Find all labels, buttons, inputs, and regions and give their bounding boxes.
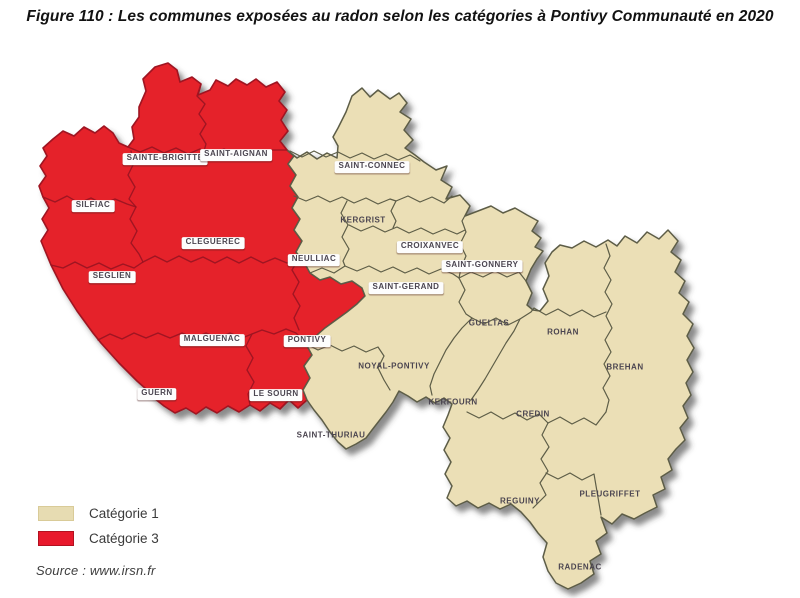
- commune-label-silfiac: SILFIAC: [71, 200, 115, 212]
- legend-label-categorie-3: Catégorie 3: [89, 530, 159, 546]
- commune-label-neulliac: NEULLIAC: [287, 254, 341, 266]
- legend-item-categorie-3: Catégorie 3: [38, 530, 159, 546]
- commune-label-cleguerec: CLEGUEREC: [181, 237, 245, 249]
- commune-label-kergrist: KERGRIST: [340, 215, 386, 225]
- legend-swatch-categorie-1: [38, 505, 74, 521]
- commune-label-saint-thuriau: SAINT-THURIAU: [296, 430, 366, 440]
- commune-label-brehan: BREHAN: [606, 362, 644, 372]
- commune-label-rohan: ROHAN: [547, 327, 579, 337]
- figure-title: Figure 110 : Les communes exposées au ra…: [26, 8, 774, 25]
- commune-label-croixanvec: CROIXANVEC: [396, 241, 464, 253]
- commune-label-guern: GUERN: [137, 388, 177, 400]
- radon-map: SAINTE-BRIGITTE SAINT-AIGNAN SILFIAC CLE…: [0, 38, 800, 598]
- legend-label-categorie-1: Catégorie 1: [89, 505, 159, 521]
- commune-label-noyal-pontivy: NOYAL-PONTIVY: [358, 361, 430, 371]
- commune-label-seglien: SEGLIEN: [88, 271, 136, 283]
- commune-label-gueltas: GUELTAS: [468, 318, 510, 328]
- category1-region: [286, 87, 695, 590]
- category3-commune-borders: [42, 83, 304, 406]
- commune-label-le-sourn: LE SOURN: [249, 389, 303, 401]
- source-text: Source : www.irsn.fr: [36, 563, 156, 578]
- legend: Catégorie 1 Catégorie 3: [38, 505, 159, 556]
- commune-label-sainte-brigitte: SAINTE-BRIGITTE: [122, 153, 208, 165]
- legend-item-categorie-1: Catégorie 1: [38, 505, 159, 521]
- commune-label-saint-gerand: SAINT-GERAND: [368, 282, 444, 294]
- commune-label-saint-aignan: SAINT-AIGNAN: [200, 149, 272, 161]
- commune-label-pleugriffet: PLEUGRIFFET: [579, 489, 641, 499]
- commune-label-saint-gonnery: SAINT-GONNERY: [441, 260, 523, 272]
- commune-label-radenac: RADENAC: [558, 562, 602, 572]
- commune-label-malguenac: MALGUENAC: [179, 334, 245, 346]
- commune-label-kerfourn: KERFOURN: [428, 397, 478, 407]
- commune-label-saint-connec: SAINT-CONNEC: [334, 161, 410, 173]
- commune-label-pontivy: PONTIVY: [283, 335, 331, 347]
- legend-swatch-categorie-3: [38, 530, 74, 546]
- commune-label-reguiny: REGUINY: [500, 496, 540, 506]
- commune-label-credin: CREDIN: [516, 409, 550, 419]
